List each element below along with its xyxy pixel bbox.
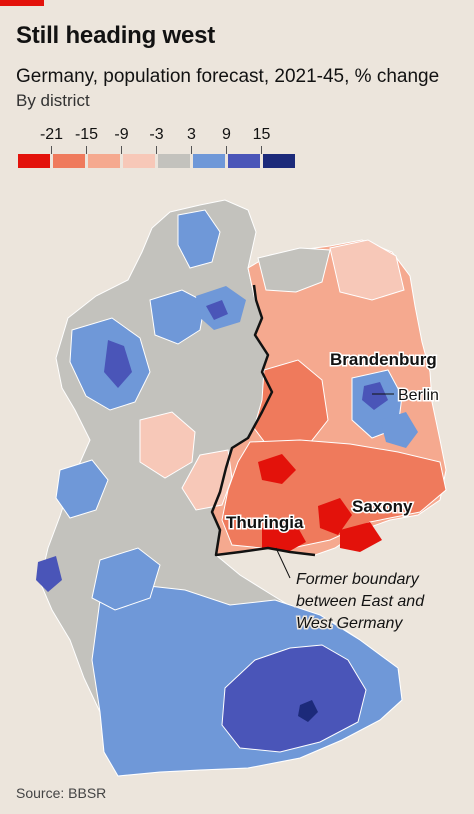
southwest-blue	[91, 547, 161, 611]
legend-swatch-5	[158, 154, 190, 168]
north-blue	[177, 209, 221, 269]
legend-tickmark-6	[226, 146, 227, 154]
legend-tickmark-2	[86, 146, 87, 154]
boundary-leader-line	[275, 547, 291, 579]
chart-subsubtitle: By district	[16, 91, 90, 110]
legend-swatch-4	[123, 154, 155, 168]
former-inner-german-border	[210, 284, 316, 557]
legend-tickmark-7	[261, 146, 262, 154]
thuringia-red	[262, 524, 306, 552]
legend-tickmark-5	[191, 146, 192, 154]
rhine-blue-region	[55, 459, 109, 519]
berlin-dark	[362, 382, 388, 410]
legend-swatch-2	[53, 154, 85, 168]
label-boundary-2: between East and	[296, 593, 425, 610]
legend-swatch-1	[18, 154, 50, 168]
chart-title: Still heading west	[16, 22, 216, 49]
lower-saxony-blue	[149, 289, 206, 345]
label-saxony: Saxony	[352, 497, 413, 516]
economist-red-tag	[0, 0, 44, 6]
legend-tick-3: -9	[114, 126, 129, 143]
legend-tick-5: 3	[187, 126, 196, 143]
legend-tick-1: -21	[39, 126, 64, 143]
legend-tick-4: -3	[149, 126, 164, 143]
legend-tickmark-1	[51, 146, 52, 154]
label-thuringia: Thuringia	[226, 513, 304, 532]
color-legend: -21 -15 -9 -3 3 9 15	[18, 126, 298, 172]
saxony-red-2	[318, 498, 352, 535]
label-boundary-1: Former boundary	[296, 571, 420, 588]
west-salmon-region	[139, 411, 196, 479]
label-brandenburg: Brandenburg	[330, 350, 437, 369]
legend-tick-6: 9	[222, 126, 231, 143]
munich-darkest	[298, 700, 318, 722]
bavaria-dark-region	[221, 644, 367, 753]
mv-grey-region	[257, 247, 331, 293]
legend-swatch-6	[193, 154, 225, 168]
chart-subtitle: Germany, population forecast, 2021-45, %…	[16, 66, 440, 87]
mv-east-salmon	[329, 239, 405, 301]
saarland-dark	[36, 556, 62, 592]
source-note: Source: BBSR	[16, 785, 107, 801]
saxony-red-3	[340, 522, 382, 552]
legend-swatch-8	[263, 154, 295, 168]
legend-tickmark-3	[121, 146, 122, 154]
legend-swatch-7	[228, 154, 260, 168]
hamburg-dark	[206, 300, 228, 320]
legend-tick-2: -15	[74, 126, 99, 143]
legend-swatch-3	[88, 154, 120, 168]
berlin-area-east-blue	[380, 412, 418, 448]
legend-tickmark-4	[156, 146, 157, 154]
label-berlin: Berlin	[398, 387, 439, 404]
northwest-dark-blue	[104, 340, 132, 388]
legend-tick-7: 15	[252, 126, 271, 143]
label-boundary-3: West Germany	[296, 615, 403, 632]
saxony-red-1	[258, 454, 296, 484]
